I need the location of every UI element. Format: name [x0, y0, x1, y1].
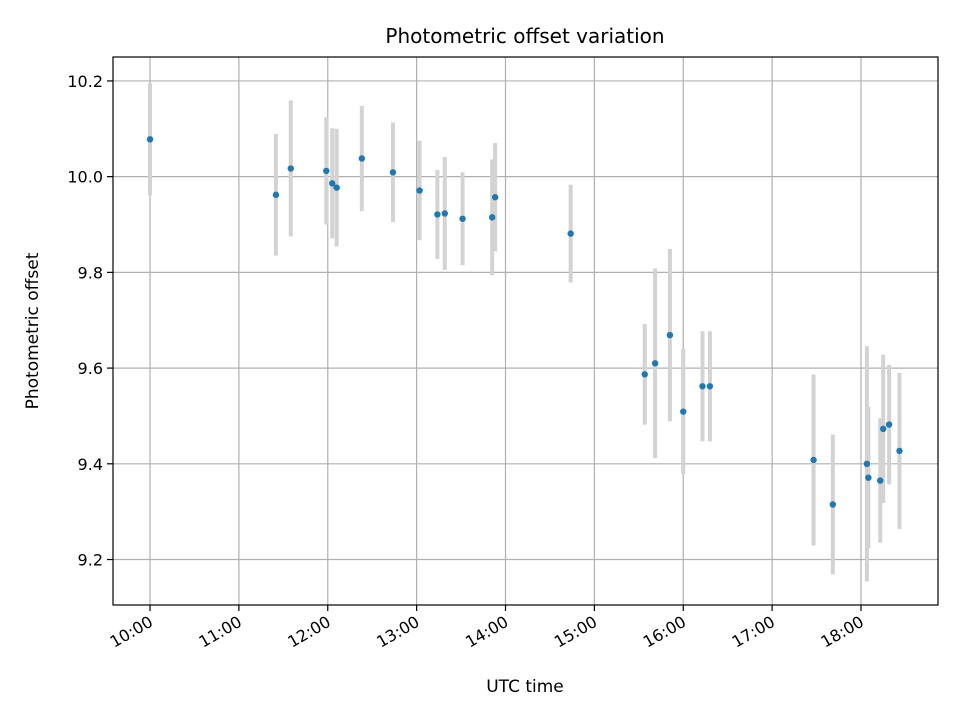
- data-point: [459, 215, 466, 222]
- data-point: [879, 425, 887, 433]
- data-point: [358, 155, 366, 162]
- data-point: [491, 194, 499, 201]
- data-point: [863, 460, 871, 468]
- data-point: [146, 136, 154, 143]
- data-point: [666, 331, 674, 339]
- y-tick-label: 10.0: [67, 168, 103, 187]
- data-point: [287, 165, 294, 172]
- y-axis: 9.2 9.4 9.6 9.8 10.0 10.2: [67, 72, 113, 570]
- data-point: [896, 447, 903, 455]
- data-points: [146, 136, 903, 508]
- data-point: [865, 474, 872, 481]
- data-point: [680, 408, 687, 415]
- data-point: [829, 501, 837, 508]
- grid: [113, 57, 938, 605]
- data-point: [567, 230, 574, 237]
- y-tick-label: 9.8: [78, 263, 103, 282]
- data-point: [488, 214, 496, 221]
- data-point: [877, 477, 884, 484]
- data-point: [323, 167, 330, 175]
- y-tick-label: 9.2: [78, 551, 103, 570]
- data-point: [885, 421, 893, 428]
- data-point: [810, 456, 817, 464]
- data-point: [329, 180, 336, 187]
- x-axis-title: UTC time: [486, 677, 564, 697]
- data-point: [706, 383, 714, 390]
- data-point: [641, 371, 648, 378]
- y-tick-label: 10.2: [67, 72, 103, 91]
- data-point: [272, 191, 280, 199]
- y-axis-title: Photometric offset: [23, 252, 43, 409]
- data-point: [434, 211, 441, 218]
- data-point: [441, 210, 448, 217]
- y-tick-label: 9.4: [78, 455, 103, 474]
- data-point: [651, 360, 659, 367]
- y-tick-label: 9.6: [78, 359, 103, 378]
- data-point: [699, 383, 706, 390]
- chart-title: Photometric offset variation: [385, 24, 664, 48]
- data-point: [416, 187, 423, 194]
- data-point: [389, 169, 397, 176]
- plot-frame: [112, 56, 939, 606]
- data-point: [333, 184, 340, 191]
